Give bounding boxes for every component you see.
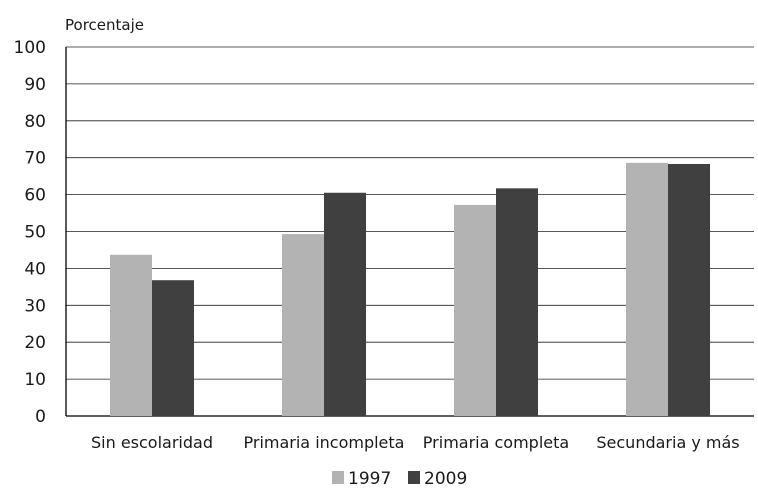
y-tick-label: 90 (24, 75, 46, 95)
legend: 1997 2009 (332, 469, 467, 489)
y-tick-label: 10 (24, 370, 46, 390)
bar-1997 (454, 204, 496, 416)
category-label: Sin escolaridad (91, 433, 213, 452)
y-axis-ticks: 0 10 20 30 40 50 60 70 80 90 100 (14, 38, 46, 427)
bar-2009 (152, 280, 194, 416)
y-tick-label: 30 (24, 296, 46, 316)
bar-1997 (626, 162, 668, 416)
category-labels: Sin escolaridad Primaria incompleta Primar… (91, 433, 740, 452)
y-tick-label: 40 (24, 259, 46, 279)
y-tick-label: 80 (24, 112, 46, 132)
category-label: Primaria incompleta (244, 433, 405, 452)
y-tick-label: 60 (24, 186, 46, 206)
y-tick-label: 20 (24, 333, 46, 353)
bar-1997 (110, 254, 152, 416)
y-tick-label: 0 (35, 407, 46, 427)
bars (110, 162, 710, 416)
bar-2009 (324, 192, 366, 416)
bar-1997 (282, 234, 324, 416)
y-tick-label: 100 (14, 38, 46, 58)
category-label: Primaria completa (423, 433, 569, 452)
legend-swatch-2009 (408, 471, 420, 484)
category-label: Secundaria y más (596, 433, 739, 452)
legend-label: 1997 (348, 469, 391, 489)
y-axis-label: Porcentaje (65, 16, 144, 34)
bar-2009 (668, 163, 710, 416)
legend-swatch-1997 (332, 471, 344, 484)
y-tick-label: 70 (24, 149, 46, 169)
y-tick-label: 50 (24, 223, 46, 243)
bar-2009 (496, 188, 538, 416)
legend-label: 2009 (424, 469, 467, 489)
